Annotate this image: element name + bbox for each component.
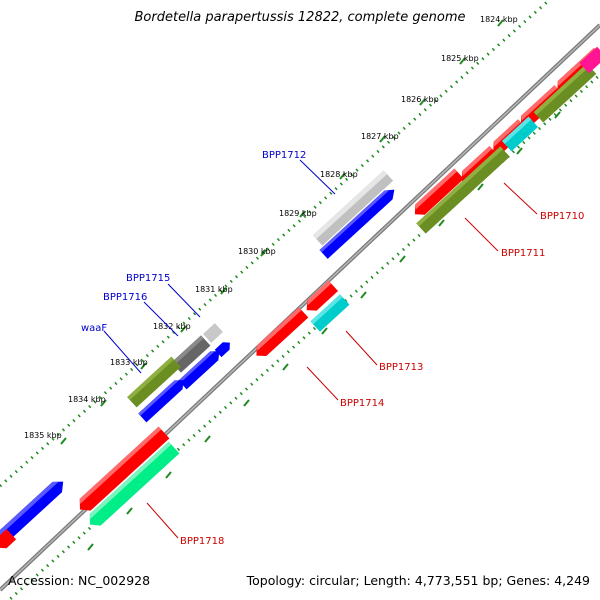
gene-label-bpp1718[interactable]: BPP1718 — [180, 536, 224, 547]
gene-label-bpp1711[interactable]: BPP1711 — [501, 248, 545, 259]
forward-strand-features — [0, 170, 399, 548]
gene-label-bpp1712[interactable]: BPP1712 — [262, 150, 306, 161]
tick-labels: 1824 kbp 1825 kbp 1826 kbp 1827 kbp 1828… — [24, 15, 518, 440]
gene-feature[interactable] — [410, 168, 464, 220]
gene-label-bpp1715[interactable]: BPP1715 — [126, 273, 170, 284]
accession-text: Accession: NC_002928 — [8, 573, 151, 588]
reverse-leader-lines — [146, 182, 538, 539]
outer-major-ticks — [60, 19, 504, 445]
tick-label-1828: 1828 kbp — [320, 170, 358, 179]
tick-label-1835: 1835 kbp — [24, 431, 62, 440]
tick-label-1824: 1824 kbp — [480, 15, 518, 24]
tick-label-1827: 1827 kbp — [361, 132, 399, 141]
gene-label-waaf[interactable]: waaF — [81, 323, 107, 334]
tick-label-1831: 1831 kbp — [195, 285, 233, 294]
gene-label-bpp1716[interactable]: BPP1716 — [103, 292, 147, 303]
gene-feature[interactable] — [312, 170, 394, 246]
outer-tick-scale — [0, 0, 552, 488]
gene-label-bpp1710[interactable]: BPP1710 — [540, 211, 584, 222]
gene-feature[interactable] — [0, 529, 17, 553]
tick-label-1834: 1834 kbp — [68, 395, 106, 404]
tick-label-1833: 1833 kbp — [110, 358, 148, 367]
gene-feature[interactable] — [310, 294, 350, 332]
gene-feature[interactable] — [501, 116, 539, 152]
gene-label-bpp1714[interactable]: BPP1714 — [340, 398, 384, 409]
tick-label-1826: 1826 kbp — [401, 95, 439, 104]
tick-label-1830: 1830 kbp — [238, 247, 276, 256]
gene-feature[interactable] — [171, 335, 211, 373]
forward-leader-lines — [103, 159, 336, 374]
tick-label-1832: 1832 kbp — [153, 322, 191, 331]
gene-feature[interactable] — [252, 307, 309, 361]
gene-feature[interactable] — [138, 376, 187, 423]
map-title: Bordetella parapertussis 12822, complete… — [134, 10, 466, 25]
gene-feature[interactable] — [457, 145, 499, 186]
gene-feature[interactable] — [319, 185, 399, 259]
gene-feature[interactable] — [75, 426, 170, 516]
genome-summary-text: Topology: circular; Length: 4,773,551 bp… — [246, 573, 590, 588]
gene-feature[interactable] — [0, 476, 68, 548]
tick-label-1829: 1829 kbp — [279, 209, 317, 218]
gene-feature[interactable] — [302, 280, 339, 316]
gene-label-bpp1713[interactable]: BPP1713 — [379, 362, 423, 373]
tick-label-1825: 1825 kbp — [441, 54, 479, 63]
gene-feature[interactable] — [127, 356, 181, 408]
gene-feature[interactable] — [533, 63, 597, 123]
inner-major-ticks — [87, 111, 561, 551]
gene-feature[interactable] — [416, 146, 510, 234]
gene-feature[interactable] — [178, 347, 224, 390]
gene-feature[interactable] — [85, 441, 180, 531]
gene-feature[interactable] — [203, 323, 223, 343]
gene-labels: BPP1712 BPP1715 BPP1716 waaF BPP1710 BPP… — [81, 150, 584, 547]
reverse-strand-features — [0, 46, 600, 553]
